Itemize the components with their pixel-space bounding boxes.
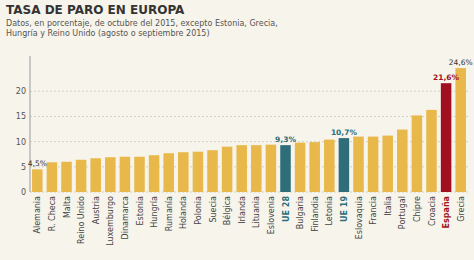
x-tick-label: Reino Unido	[77, 196, 86, 244]
x-tick-label: Holanda	[179, 196, 188, 229]
bar	[382, 136, 393, 192]
bar	[397, 130, 408, 192]
x-tick-label: Eslovaquia	[355, 196, 364, 239]
bar	[236, 145, 247, 192]
bar	[105, 157, 116, 192]
x-tick-label: UE 19	[340, 196, 349, 222]
data-label: 21,6%	[433, 73, 460, 82]
x-tick-label: Letonia	[325, 196, 334, 226]
bar	[193, 152, 204, 192]
y-tick-label: 0	[21, 188, 26, 197]
bar	[134, 157, 145, 192]
bars	[32, 68, 466, 192]
bar	[441, 83, 452, 192]
bar	[426, 110, 437, 192]
bar	[32, 169, 43, 192]
y-tick-label: 20	[16, 87, 26, 96]
x-tick-label: España	[442, 196, 451, 228]
x-tick-label: Bulgaria	[296, 196, 305, 229]
bar	[295, 143, 306, 192]
bar	[47, 162, 58, 192]
x-tick-label: Bélgica	[222, 196, 232, 225]
subtitle-line: Datos, en porcentaje, de octubre del 201…	[6, 19, 278, 28]
x-tick-label: Eslovenia	[267, 196, 276, 234]
x-tick-label: Estonia	[136, 196, 145, 226]
subtitle: Datos, en porcentaje, de octubre del 201…	[6, 19, 278, 38]
chart: TASA DE PARO EN EUROPA Datos, en porcenta…	[0, 0, 474, 260]
x-tick-label: Portugal	[398, 196, 407, 229]
x-tick-label: Rumanía	[165, 196, 174, 231]
bar	[309, 142, 320, 192]
x-tick-label: Chipre	[413, 196, 422, 222]
bar	[339, 138, 350, 192]
x-tick-label: Polonia	[194, 196, 203, 225]
bar	[412, 115, 423, 192]
bar	[266, 145, 277, 192]
bar	[207, 150, 218, 192]
subtitle-line: Hungría y Reino Unido (agosto o septiemb…	[6, 29, 210, 38]
x-tick-label: Croacia	[428, 196, 437, 226]
x-tick-label: R. Checa	[48, 196, 57, 231]
data-label: 9,3%	[275, 135, 296, 144]
x-tick-label: Francia	[369, 196, 378, 225]
grid-line	[30, 91, 468, 92]
bar	[324, 140, 335, 192]
data-label: 24,6%	[449, 58, 473, 67]
x-tick-label: Luxemburgo	[106, 196, 115, 246]
bar	[222, 147, 233, 192]
bar	[178, 152, 189, 192]
bar	[149, 155, 160, 192]
data-label: 10,7%	[331, 128, 358, 137]
y-tick-label: 10	[16, 138, 26, 147]
x-tick-label: Italia	[384, 196, 393, 216]
x-tick-label: Finlandia	[311, 196, 320, 232]
x-tick-label: Irlanda	[238, 196, 247, 224]
bar	[90, 158, 101, 192]
data-label: 4,5%	[28, 159, 47, 168]
bar	[368, 137, 379, 192]
bar	[353, 137, 364, 192]
x-tick-label: Austria	[92, 196, 101, 224]
y-axis-line	[30, 56, 31, 192]
y-tick-label: 15	[16, 112, 26, 121]
x-tick-label: Lituania	[252, 196, 261, 228]
x-tick-label: Suecia	[209, 196, 218, 223]
bar	[120, 157, 131, 192]
bar	[76, 160, 87, 192]
x-tick-label: Hungría	[150, 196, 159, 228]
x-tick-label: Dinamarca	[121, 196, 130, 240]
x-tick-label: Grecia	[457, 196, 466, 222]
bar	[251, 145, 262, 192]
grid-line	[30, 116, 468, 117]
x-tick-label: UE 28	[282, 196, 291, 222]
bar	[455, 68, 466, 192]
x-tick-label: Malta	[63, 196, 72, 218]
y-tick-label: 5	[21, 163, 26, 172]
x-tick-label: Alemania	[33, 196, 42, 234]
bar	[61, 162, 72, 192]
bar	[163, 153, 174, 192]
grid	[30, 91, 468, 192]
bar	[280, 145, 291, 192]
title: TASA DE PARO EN EUROPA	[6, 3, 185, 17]
